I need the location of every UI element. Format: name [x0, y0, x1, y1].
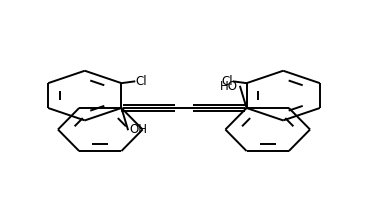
- Text: Cl: Cl: [221, 75, 233, 88]
- Text: HO: HO: [220, 80, 238, 93]
- Text: Cl: Cl: [135, 75, 147, 88]
- Text: OH: OH: [130, 123, 148, 136]
